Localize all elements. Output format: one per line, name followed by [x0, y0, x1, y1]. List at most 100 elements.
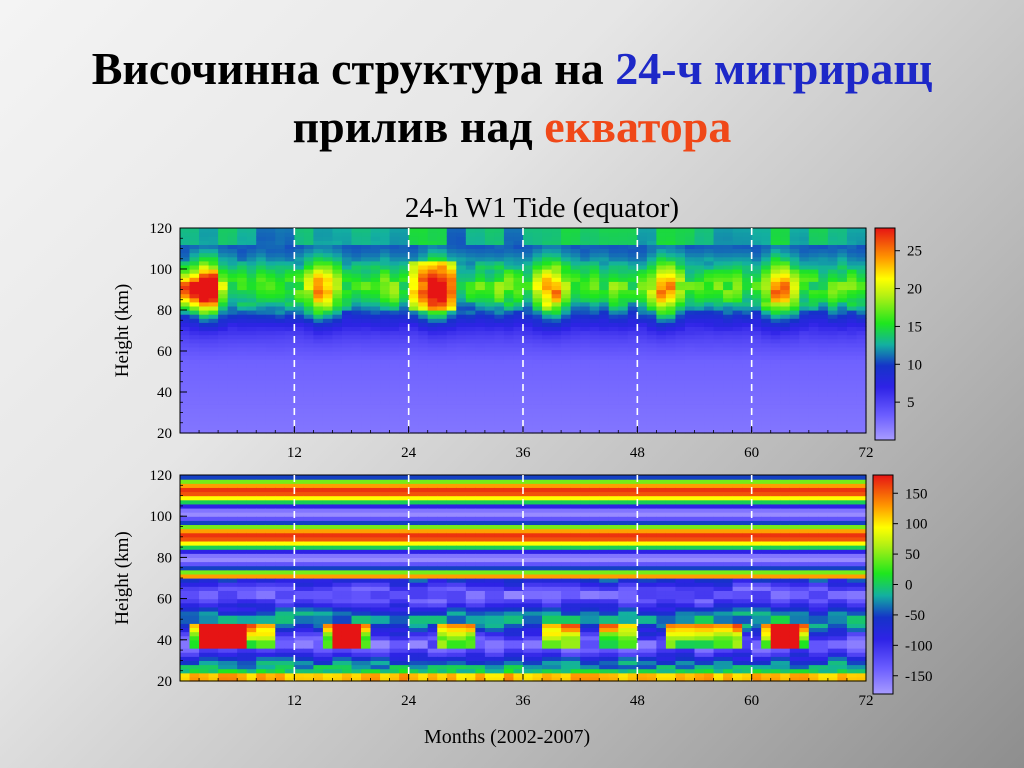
heatmap-cell	[646, 351, 657, 356]
heatmap-cell	[599, 416, 610, 422]
heatmap-cell	[551, 322, 562, 327]
heatmap-cell	[256, 334, 267, 340]
heatmap-cell	[284, 578, 295, 583]
heatmap-cell	[351, 346, 362, 352]
heatmap-cell	[180, 475, 191, 480]
heatmap-cell	[513, 351, 524, 356]
heatmap-cell	[265, 342, 276, 348]
heatmap-cell	[256, 281, 267, 286]
heatmap-cell	[523, 310, 534, 315]
heatmap-cell	[341, 404, 353, 409]
heatmap-cell	[427, 408, 438, 414]
heatmap-cell	[637, 269, 648, 274]
heatmap-cell	[608, 228, 619, 233]
heatmap-cell	[351, 273, 362, 278]
heatmap-cell	[265, 627, 276, 633]
heatmap-cell	[770, 346, 781, 352]
x-tick-label: 48	[630, 445, 645, 461]
heatmap-cell	[294, 516, 305, 521]
heatmap-cell	[361, 289, 372, 295]
heatmap-cell	[332, 228, 343, 233]
heatmap-cell	[370, 586, 381, 591]
heatmap-cell	[694, 289, 705, 295]
heatmap-cell	[789, 244, 800, 250]
heatmap-cell	[723, 416, 734, 422]
heatmap-cell	[246, 252, 257, 258]
heatmap-cell	[256, 387, 267, 393]
heatmap-cell	[322, 664, 334, 670]
heatmap-cell	[361, 236, 372, 241]
heatmap-cell	[532, 424, 543, 430]
heatmap-cell	[189, 363, 200, 368]
heatmap-cell	[284, 520, 295, 526]
heatmap-cell	[256, 475, 267, 480]
heatmap-cell	[265, 310, 276, 315]
heatmap-cell	[180, 289, 191, 295]
heatmap-cell	[532, 359, 543, 364]
heatmap-cell	[199, 297, 210, 303]
heatmap-cell	[313, 277, 324, 282]
heatmap-cell	[303, 652, 314, 657]
heatmap-cell	[208, 615, 219, 620]
heatmap-cell	[208, 371, 219, 377]
heatmap-cell	[389, 424, 400, 430]
heatmap-cell	[589, 264, 600, 270]
heatmap-cell	[361, 656, 372, 661]
heatmap-cell	[380, 248, 391, 254]
heatmap-cell	[275, 582, 286, 587]
heatmap-cell	[208, 273, 219, 278]
heatmap-cell	[494, 392, 505, 397]
heatmap-cell	[542, 424, 553, 430]
heatmap-cell	[656, 293, 667, 299]
heatmap-cell	[180, 305, 191, 311]
heatmap-cell	[408, 359, 419, 364]
heatmap-cell	[503, 359, 515, 364]
heatmap-cell	[789, 367, 800, 373]
heatmap-cell	[313, 528, 324, 534]
heatmap-cell	[408, 285, 419, 291]
heatmap-cell	[199, 293, 210, 299]
heatmap-cell	[284, 648, 295, 653]
heatmap-cell	[589, 383, 600, 389]
heatmap-cell	[246, 301, 257, 307]
heatmap-cell	[199, 416, 210, 422]
heatmap-cell	[265, 532, 276, 538]
heatmap-cell	[789, 383, 800, 389]
heatmap-cell	[532, 277, 543, 282]
heatmap-cell	[675, 273, 686, 278]
heatmap-cell	[542, 404, 553, 409]
heatmap-cell	[761, 338, 772, 344]
heatmap-cell	[237, 264, 248, 270]
heatmap-cell	[237, 643, 248, 649]
heatmap-cell	[294, 277, 305, 282]
heatmap-cell	[513, 252, 524, 258]
heatmap-cell	[437, 293, 448, 299]
heatmap-cell	[218, 631, 229, 637]
heatmap-cell	[427, 416, 438, 422]
heatmap-cell	[408, 648, 419, 653]
heatmap-cell	[751, 269, 762, 274]
heatmap-cell	[723, 367, 734, 373]
heatmap-cell	[523, 264, 534, 270]
heatmap-cell	[218, 507, 229, 513]
heatmap-cell	[370, 387, 381, 393]
heatmap-cell	[589, 252, 600, 258]
heatmap-cell	[218, 475, 229, 480]
heatmap-cell	[313, 615, 324, 620]
heatmap-cell	[818, 420, 829, 426]
heatmap-cell	[303, 252, 314, 258]
heatmap-cell	[275, 297, 286, 303]
heatmap-cell	[284, 387, 295, 393]
heatmap-cell	[275, 648, 286, 653]
heatmap-cell	[580, 392, 591, 397]
heatmap-cell	[837, 424, 848, 430]
heatmap-cell	[770, 371, 781, 377]
heatmap-cell	[389, 252, 400, 258]
heatmap-cell	[227, 326, 238, 332]
heatmap-cell	[322, 503, 334, 509]
heatmap-cell	[189, 285, 200, 291]
heatmap-cell	[237, 326, 248, 332]
heatmap-cell	[389, 582, 400, 587]
heatmap-cell	[265, 487, 276, 493]
heatmap-cell	[694, 269, 705, 274]
